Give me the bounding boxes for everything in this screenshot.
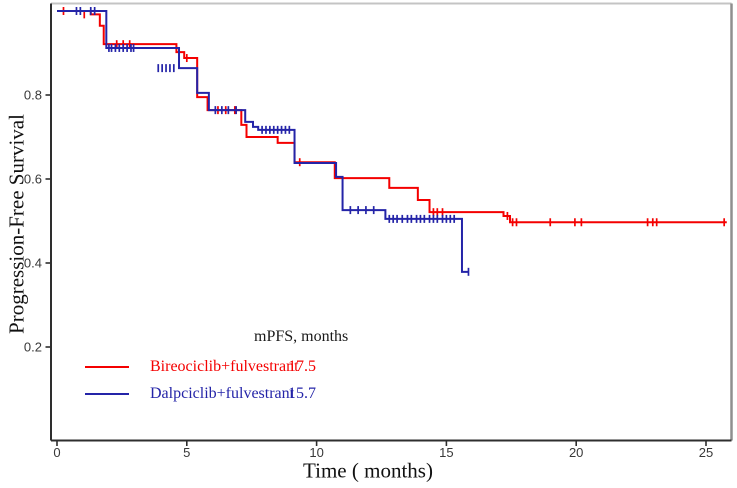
legend-median-dalpciclib: 15.7 <box>288 385 316 402</box>
x-tick-label: 10 <box>309 445 323 460</box>
legend-label-dalpciclib: Dalpciclib+fulvestrant <box>150 385 295 402</box>
legend-median-bireociclib: 17.5 <box>288 358 316 375</box>
x-axis-title: Time ( months) <box>303 458 433 483</box>
x-tick-label: 25 <box>699 445 713 460</box>
y-tick-label: 0.6 <box>24 172 42 187</box>
y-axis-title: Progression-Free Survival <box>4 114 29 334</box>
y-tick-label: 0.4 <box>24 256 42 271</box>
x-tick-label: 5 <box>183 445 190 460</box>
y-tick-label: 0.8 <box>24 88 42 103</box>
survival-curve-dalpciclib <box>57 10 469 273</box>
legend-label-bireociclib: Bireociclib+fulvestrant <box>150 358 299 375</box>
legend-swatch-bireociclib <box>85 366 129 368</box>
x-tick-label: 20 <box>569 445 583 460</box>
x-tick-label: 15 <box>439 445 453 460</box>
legend-swatch-dalpciclib <box>85 393 129 395</box>
legend-header: mPFS, months <box>254 328 349 345</box>
survival-curve-bireociclib <box>57 10 727 224</box>
y-tick-label: 0.2 <box>24 340 42 355</box>
x-tick-label: 0 <box>53 445 60 460</box>
